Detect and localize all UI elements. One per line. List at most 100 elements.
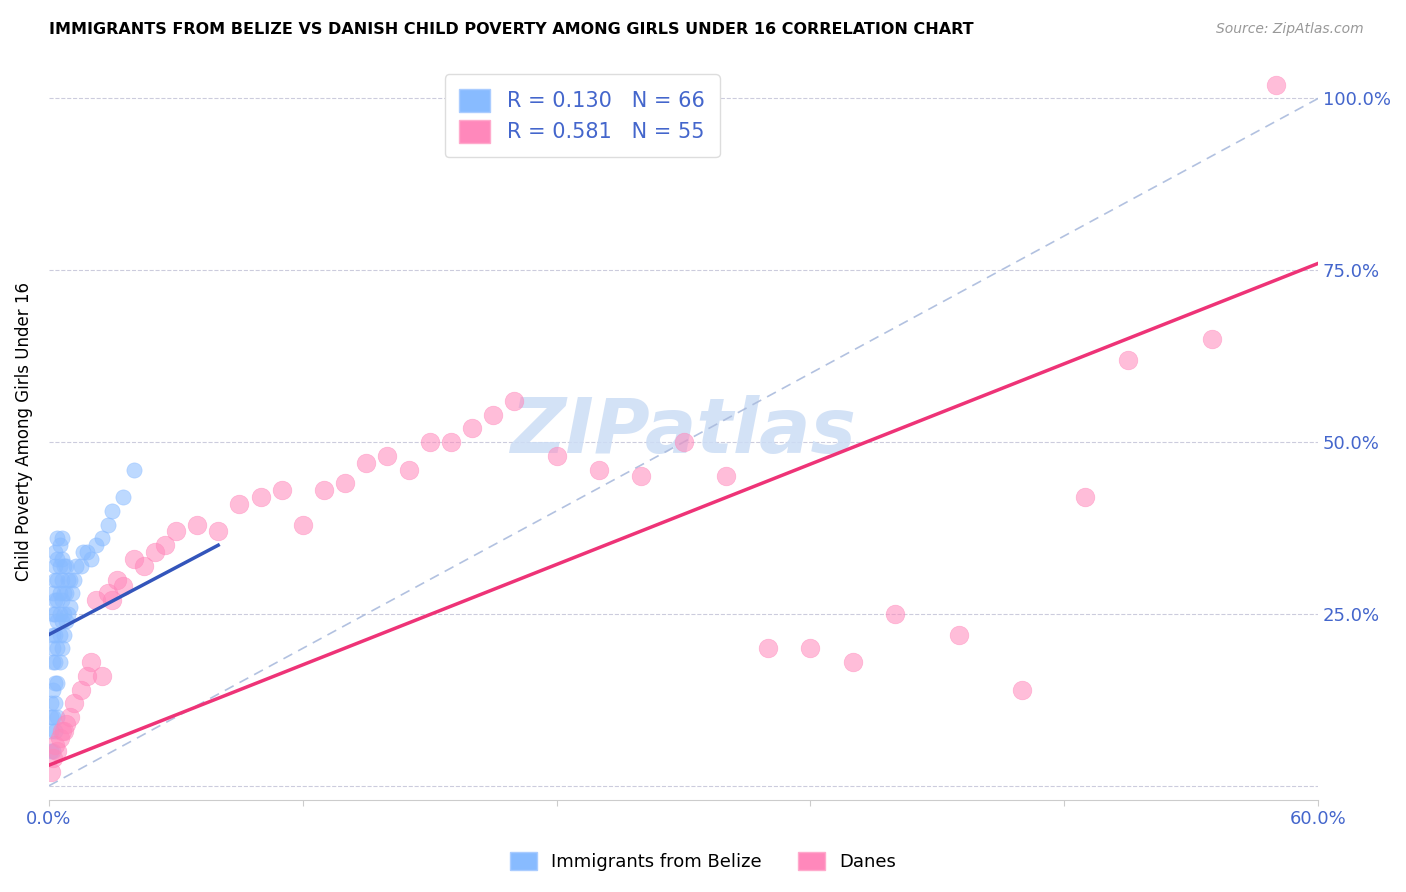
Text: Source: ZipAtlas.com: Source: ZipAtlas.com [1216,22,1364,37]
Point [59,573,82,587]
Point [884,607,907,621]
Point [48,607,70,621]
Point [44,696,66,710]
Point [44,655,66,669]
Point [46,614,69,628]
Point [97,586,120,600]
Point [42,710,65,724]
Point [356,456,378,470]
Point [55,717,77,731]
Point [52,586,75,600]
Text: ZIPatlas: ZIPatlas [510,395,856,469]
Point [44,675,66,690]
Point [377,449,399,463]
Point [1116,352,1139,367]
Point [165,524,187,539]
Point [51,532,73,546]
Point [55,614,77,628]
Point [65,558,87,573]
Point [39,696,62,710]
Point [55,586,77,600]
Point [101,593,124,607]
Point [46,710,69,724]
Point [111,490,134,504]
Point [249,490,271,504]
Point [60,586,83,600]
Point [48,731,70,745]
Point [56,573,79,587]
Point [46,744,69,758]
Point [672,435,695,450]
Point [398,462,420,476]
Point [44,738,66,752]
Point [799,641,821,656]
Point [55,558,77,573]
Point [291,517,314,532]
Point [101,504,124,518]
Point [51,641,73,656]
Point [39,723,62,738]
Point [588,462,610,476]
Point [42,586,65,600]
Point [72,545,94,559]
Point [90,532,112,546]
Point [122,552,145,566]
Point [48,558,70,573]
Point [1264,78,1286,92]
Point [44,607,66,621]
Point [1011,682,1033,697]
Point [69,558,91,573]
Point [44,573,66,587]
Point [51,573,73,587]
Point [44,723,66,738]
Point [51,614,73,628]
Point [46,532,69,546]
Point [76,669,98,683]
Point [546,449,568,463]
Point [56,607,79,621]
Point [44,558,66,573]
Point [51,552,73,566]
Point [105,573,128,587]
Point [63,573,86,587]
Text: IMMIGRANTS FROM BELIZE VS DANISH CHILD POVERTY AMONG GIRLS UNDER 16 CORRELATION : IMMIGRANTS FROM BELIZE VS DANISH CHILD P… [49,22,974,37]
Point [52,627,75,641]
Point [419,435,441,450]
Point [482,408,505,422]
Point [630,469,652,483]
Point [84,593,107,607]
Point [42,641,65,656]
Point [312,483,335,498]
Point [52,723,75,738]
Point [69,682,91,697]
Point [51,593,73,607]
Point [46,675,69,690]
Point [842,655,865,669]
Point [46,641,69,656]
Point [46,552,69,566]
Point [44,627,66,641]
Point [48,586,70,600]
Point [48,538,70,552]
Point [1074,490,1097,504]
Legend: Immigrants from Belize, Danes: Immigrants from Belize, Danes [502,845,904,879]
Point [155,538,177,552]
Point [46,593,69,607]
Point [134,558,156,573]
Point [84,538,107,552]
Point [44,545,66,559]
Point [90,669,112,683]
Point [52,607,75,621]
Point [122,462,145,476]
Legend: R = 0.130   N = 66, R = 0.581   N = 55: R = 0.130 N = 66, R = 0.581 N = 55 [444,74,720,157]
Point [97,517,120,532]
Point [44,593,66,607]
Point [39,744,62,758]
Point [63,696,86,710]
Point [143,545,166,559]
Point [46,573,69,587]
Point [228,497,250,511]
Point [48,655,70,669]
Point [59,600,82,615]
Point [948,627,970,641]
